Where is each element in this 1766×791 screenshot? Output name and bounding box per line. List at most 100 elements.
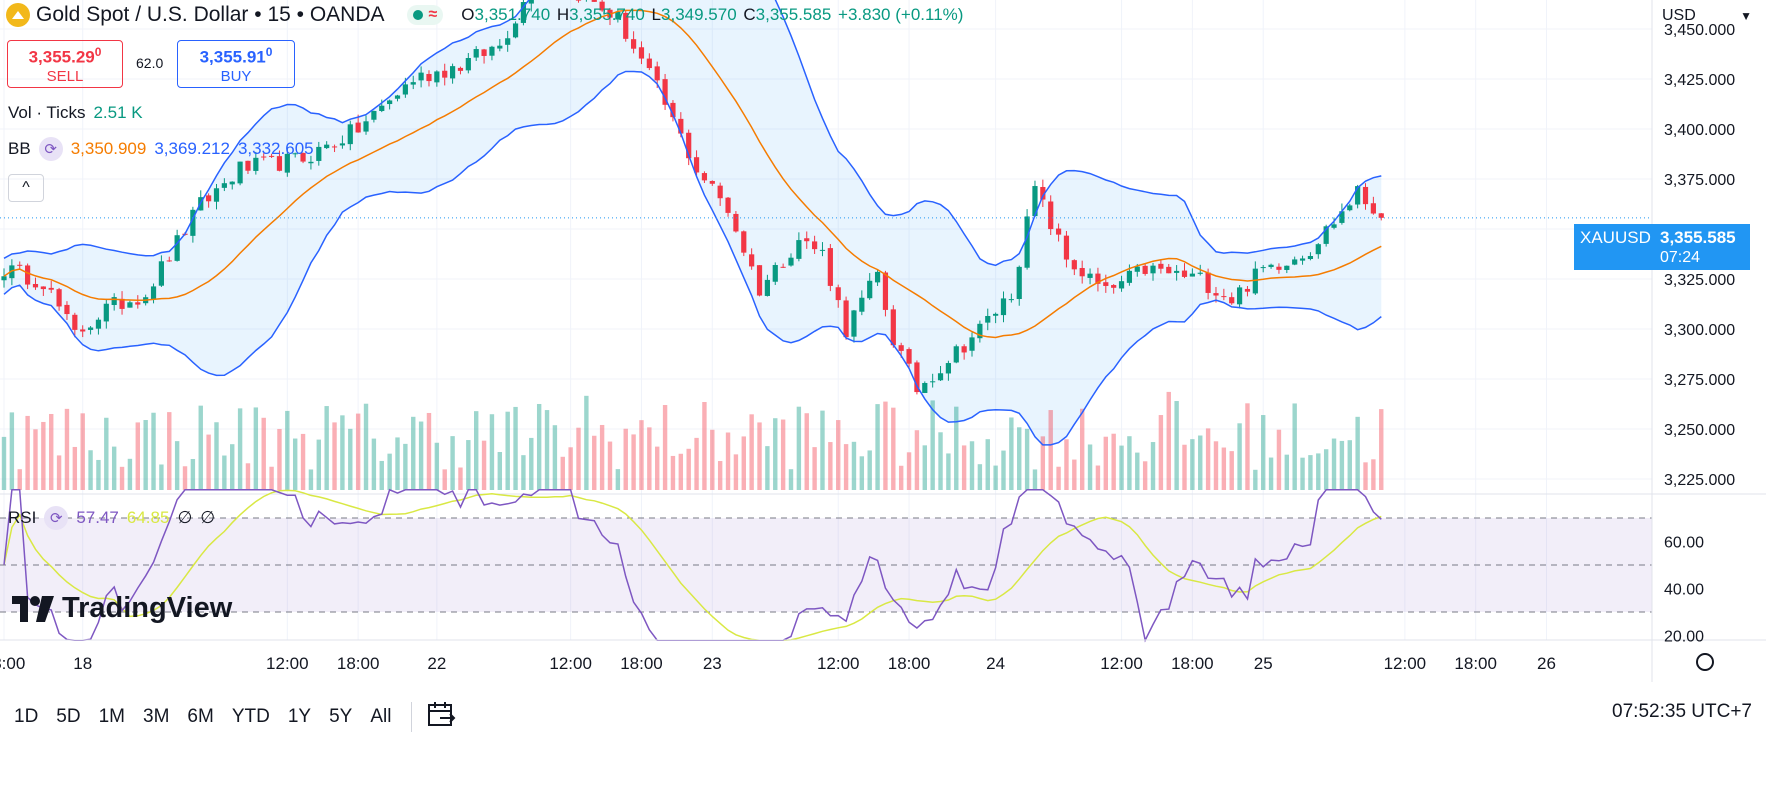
candle-body <box>953 346 959 363</box>
volume-bar <box>993 465 998 490</box>
candle-body <box>442 70 448 78</box>
time-tick-label: 24 <box>986 654 1005 673</box>
volume-bar <box>1276 429 1282 490</box>
candle-body <box>922 382 928 393</box>
time-tick-label: 12:00 <box>1384 654 1427 673</box>
volume-bar <box>584 395 589 490</box>
volume-bar <box>1135 452 1140 490</box>
collapse-legend-button[interactable]: ^ <box>8 174 44 202</box>
currency-select[interactable]: USD ▼ <box>1662 7 1752 24</box>
volume-bar <box>623 428 628 490</box>
volume-bar <box>316 439 321 490</box>
symbol-title[interactable]: Gold Spot / U.S. Dollar • 15 • OANDA <box>36 3 385 26</box>
candle-body <box>772 265 778 282</box>
timeframe-all[interactable]: All <box>370 706 392 727</box>
bb-fill <box>4 0 1382 445</box>
market-open-icon <box>412 10 423 20</box>
volume-bar <box>497 451 503 490</box>
candle-body <box>1071 260 1077 270</box>
volume-bar <box>56 455 62 490</box>
volume-bar <box>190 458 196 490</box>
candle-body <box>1299 258 1306 261</box>
candle-body <box>1370 203 1376 214</box>
candle-body <box>670 102 676 118</box>
timeframe-1m[interactable]: 1M <box>98 706 125 727</box>
volume-bar <box>1009 417 1014 490</box>
volume-bar <box>1103 436 1108 490</box>
candle-body <box>1055 228 1062 235</box>
volume-bar <box>938 432 943 490</box>
candle-body <box>969 337 975 351</box>
chart-grid <box>0 0 1652 640</box>
volume-legend[interactable]: Vol · Ticks 2.51 K <box>8 103 143 122</box>
timeframe-6m[interactable]: 6M <box>187 706 214 727</box>
candle-body <box>1118 281 1125 289</box>
volume-bar <box>710 429 715 490</box>
candle-body <box>1323 226 1329 244</box>
candle-body <box>1174 270 1180 273</box>
sell-button[interactable]: 3,355.290 SELL <box>7 40 123 88</box>
volume-bar <box>946 453 951 490</box>
candle-body <box>733 213 739 232</box>
rsi-legend[interactable]: RSI ⟳ 57.47 64.85 ∅ ∅ <box>8 506 215 530</box>
timeframe-3m[interactable]: 3M <box>143 706 170 727</box>
volume-bar <box>914 430 920 490</box>
volume-bar <box>883 401 888 490</box>
volume-bar <box>1111 433 1116 490</box>
timeframe-1y[interactable]: 1Y <box>287 706 312 727</box>
volume-bar <box>308 469 314 490</box>
buy-button[interactable]: 3,355.910 BUY <box>177 40 295 88</box>
bb-legend[interactable]: BB ⟳ 3,350.909 3,369.212 3,332.605 <box>8 137 314 161</box>
candle-body <box>1063 235 1070 260</box>
volume-bar <box>749 414 754 490</box>
candle-body <box>1079 267 1085 277</box>
market-status[interactable]: ≈ <box>406 5 444 25</box>
candle-body <box>898 345 904 351</box>
volume-bar <box>481 440 487 490</box>
rsi-pane <box>0 488 1766 643</box>
volume-bar <box>1174 401 1179 490</box>
refresh-icon[interactable]: ⟳ <box>44 506 69 530</box>
volume-bar <box>1072 459 1077 490</box>
volume-bar <box>348 428 353 490</box>
candle-body <box>906 349 912 364</box>
candle-body <box>174 235 180 261</box>
candle-body <box>64 304 70 315</box>
candle-body <box>1103 282 1109 286</box>
candle-body <box>245 160 251 171</box>
volume-bar <box>1308 455 1313 490</box>
volume-bar <box>285 410 290 490</box>
timeframe-1d[interactable]: 1D <box>14 706 39 727</box>
volume-bar <box>371 438 377 490</box>
volume-bar <box>1347 440 1352 490</box>
volume-bar <box>269 466 274 490</box>
volume-bar <box>324 406 329 490</box>
price-tick-label: 3,325.000 <box>1664 272 1735 289</box>
candle-body <box>631 39 637 49</box>
volume-bar <box>1001 450 1006 490</box>
refresh-icon[interactable]: ⟳ <box>38 137 63 161</box>
clock[interactable]: 07:52:35 UTC+7 <box>1612 701 1752 722</box>
candle-body <box>859 297 865 312</box>
volume-bar <box>434 442 440 490</box>
volume-bar <box>363 403 369 490</box>
timeframe-5y[interactable]: 5Y <box>329 706 353 727</box>
candle-body <box>709 180 715 184</box>
volume-bar <box>277 428 282 490</box>
volume-bar <box>521 455 526 490</box>
candle-body <box>410 82 416 85</box>
volume-bar <box>340 415 345 490</box>
volume-bar <box>143 420 148 490</box>
candle-body <box>1008 299 1014 301</box>
calendar-icon[interactable] <box>426 700 456 734</box>
timeframe-ytd[interactable]: YTD <box>231 706 270 727</box>
candle-body <box>1244 288 1251 292</box>
settings-gear-icon[interactable] <box>1696 653 1714 671</box>
volume-bar <box>167 412 172 490</box>
candle-body <box>1213 293 1219 296</box>
timeframe-5d[interactable]: 5D <box>56 706 81 727</box>
time-tick-label: 18:00 <box>337 654 380 673</box>
candle-body <box>764 279 770 296</box>
candle-body <box>206 195 212 202</box>
